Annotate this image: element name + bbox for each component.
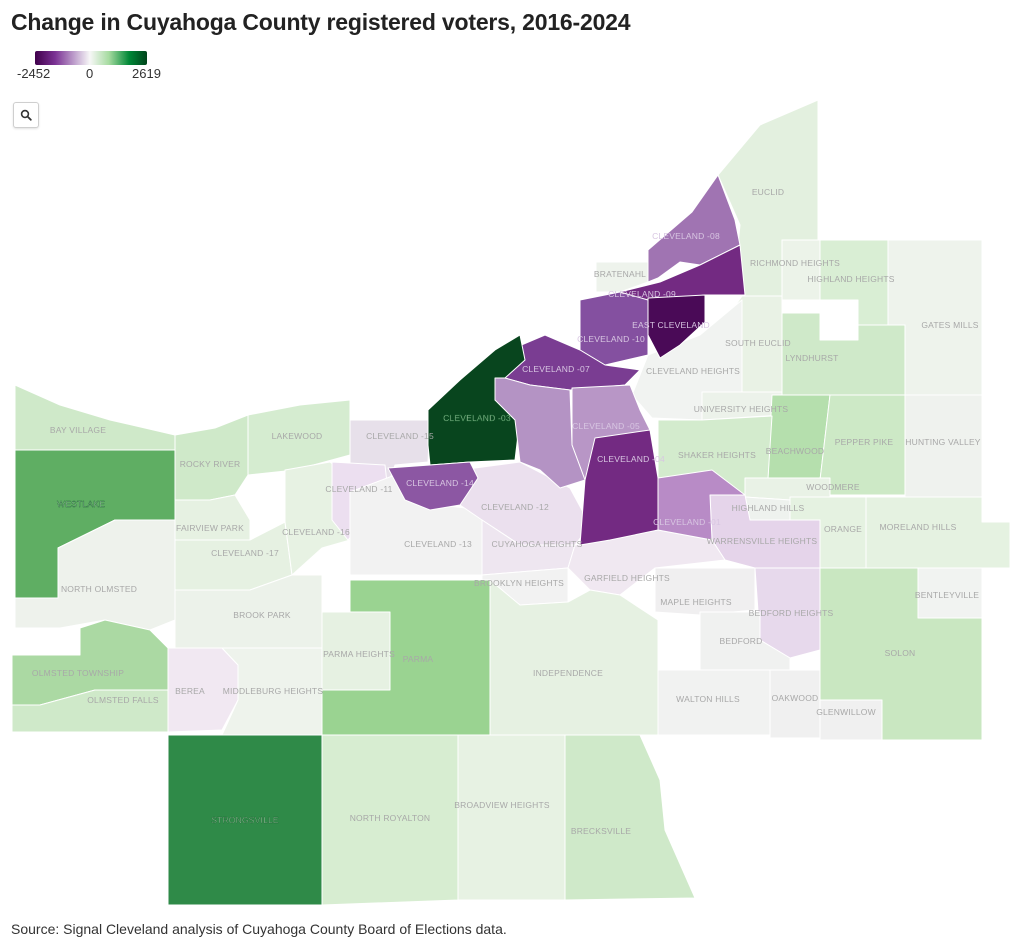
search-icon (20, 109, 32, 121)
label-cleveland-15: CLEVELAND -15 (366, 431, 434, 441)
label-middleburg-heights: MIDDLEBURG HEIGHTS (223, 686, 324, 696)
label-broadview-heights: BROADVIEW HEIGHTS (454, 800, 550, 810)
label-cuyahoga-heights: CUYAHOGA HEIGHTS (492, 539, 583, 549)
label-cleveland-01: CLEVELAND -01 (653, 517, 721, 527)
label-rocky-river: ROCKY RIVER (180, 459, 241, 469)
label-hunting-valley: HUNTING VALLEY (905, 437, 981, 447)
region-cleveland-01[interactable] (657, 469, 746, 541)
label-highland-heights: HIGHLAND HEIGHTS (807, 274, 894, 284)
label-cleveland-11: CLEVELAND -11 (325, 484, 392, 494)
region-fairview-park[interactable] (174, 494, 251, 541)
label-cleveland-09: CLEVELAND -09 (608, 289, 676, 299)
region-cleveland-purple-core[interactable] (494, 377, 586, 489)
map-title: Change in Cuyahoga County registered vot… (11, 9, 631, 35)
label-independence: INDEPENDENCE (533, 668, 603, 678)
label-north-royalton: NORTH ROYALTON (350, 813, 431, 823)
label-garfield-heights: GARFIELD HEIGHTS (584, 573, 670, 583)
label-woodmere: WOODMERE (806, 482, 860, 492)
region-glenwillow[interactable] (819, 699, 883, 741)
label-euclid: EUCLID (752, 187, 784, 197)
label-cleveland-04: CLEVELAND -04 (597, 454, 665, 464)
label-brook-park: BROOK PARK (233, 610, 291, 620)
label-cleveland-heights: CLEVELAND HEIGHTS (646, 366, 740, 376)
label-cleveland-17: CLEVELAND -17 (211, 548, 279, 558)
color-legend: -2452 0 2619 (14, 50, 174, 84)
label-cleveland-12: CLEVELAND -12 (481, 502, 549, 512)
zoom-button[interactable] (13, 102, 39, 128)
label-bentleyville: BENTLEYVILLE (915, 590, 979, 600)
region-maple-heights[interactable] (654, 567, 756, 616)
region-independence[interactable] (489, 579, 659, 736)
region-pepper-pike[interactable] (819, 394, 906, 496)
label-pepper-pike: PEPPER PIKE (835, 437, 894, 447)
region-cleveland-14[interactable] (387, 461, 479, 511)
label-cleveland-07: CLEVELAND -07 (522, 364, 590, 374)
label-moreland-hills: MORELAND HILLS (880, 522, 957, 532)
label-bedford: BEDFORD (720, 636, 763, 646)
label-westlake: WESTLAKE (57, 499, 105, 509)
label-lyndhurst: LYNDHURST (785, 353, 838, 363)
label-solon: SOLON (885, 648, 916, 658)
region-broadview-heights[interactable] (457, 734, 566, 901)
label-warrensville-heights: WARRENSVILLE HEIGHTS (707, 536, 818, 546)
label-cleveland-14: CLEVELAND -14 (406, 478, 474, 488)
region-brecksville[interactable] (564, 734, 696, 901)
label-highland-hills: HIGHLAND HILLS (732, 503, 805, 513)
label-strongsville: STRONGSVILLE (211, 815, 279, 825)
region-richmond-heights[interactable] (781, 239, 821, 301)
label-brooklyn-heights: BROOKLYN HEIGHTS (474, 578, 564, 588)
label-orange: ORANGE (824, 524, 862, 534)
label-bay-village: BAY VILLAGE (50, 425, 106, 435)
region-moreland-hills[interactable] (865, 496, 1011, 569)
label-olmsted-township: OLMSTED TOWNSHIP (32, 668, 124, 678)
label-cleveland-16: CLEVELAND -16 (282, 527, 350, 537)
region-oakwood[interactable] (769, 669, 821, 739)
label-university-heights: UNIVERSITY HEIGHTS (694, 404, 789, 414)
region-cleveland-04[interactable] (579, 429, 659, 546)
label-bedford-heights: BEDFORD HEIGHTS (749, 608, 834, 618)
legend-max-label: 2619 (132, 66, 161, 81)
label-cleveland-10: CLEVELAND -10 (577, 334, 645, 344)
label-cleveland-05: CLEVELAND -05 (572, 421, 640, 431)
label-gates-mills: GATES MILLS (921, 320, 978, 330)
label-brecksville: BRECKSVILLE (571, 826, 631, 836)
label-cleveland-08: CLEVELAND -08 (652, 231, 720, 241)
region-bratenahl[interactable] (595, 261, 649, 293)
label-olmsted-falls: OLMSTED FALLS (87, 695, 159, 705)
label-bratenahl: BRATENAHL (594, 269, 646, 279)
legend-mid-label: 0 (86, 66, 94, 81)
label-maple-heights: MAPLE HEIGHTS (660, 597, 732, 607)
source-note: Source: Signal Cleveland analysis of Cuy… (11, 921, 507, 937)
label-glenwillow: GLENWILLOW (816, 707, 876, 717)
label-south-euclid: SOUTH EUCLID (725, 338, 791, 348)
label-lakewood: LAKEWOOD (272, 431, 323, 441)
region-bay-village[interactable] (14, 384, 176, 451)
label-oakwood: OAKWOOD (772, 693, 819, 703)
label-north-olmsted: NORTH OLMSTED (61, 584, 137, 594)
label-east-cleveland: EAST CLEVELAND (632, 320, 710, 330)
label-parma: PARMA (403, 654, 434, 664)
label-parma-heights: PARMA HEIGHTS (323, 649, 395, 659)
legend-color-ramp (35, 51, 147, 65)
region-rocky-river[interactable] (174, 414, 249, 501)
label-walton-hills: WALTON HILLS (676, 694, 740, 704)
label-fairview-park: FAIRVIEW PARK (176, 523, 244, 533)
label-cleveland-03: CLEVELAND -03 (443, 413, 511, 423)
label-richmond-heights: RICHMOND HEIGHTS (750, 258, 840, 268)
label-beachwood: BEACHWOOD (766, 446, 824, 456)
label-berea: BEREA (175, 686, 205, 696)
legend-min-label: -2452 (17, 66, 51, 81)
region-labels: EUCLID RICHMOND HEIGHTS HIGHLAND HEIGHTS… (32, 187, 981, 836)
label-cleveland-13: CLEVELAND -13 (404, 539, 472, 549)
municipality-regions (11, 99, 1011, 906)
label-shaker-heights: SHAKER HEIGHTS (678, 450, 756, 460)
